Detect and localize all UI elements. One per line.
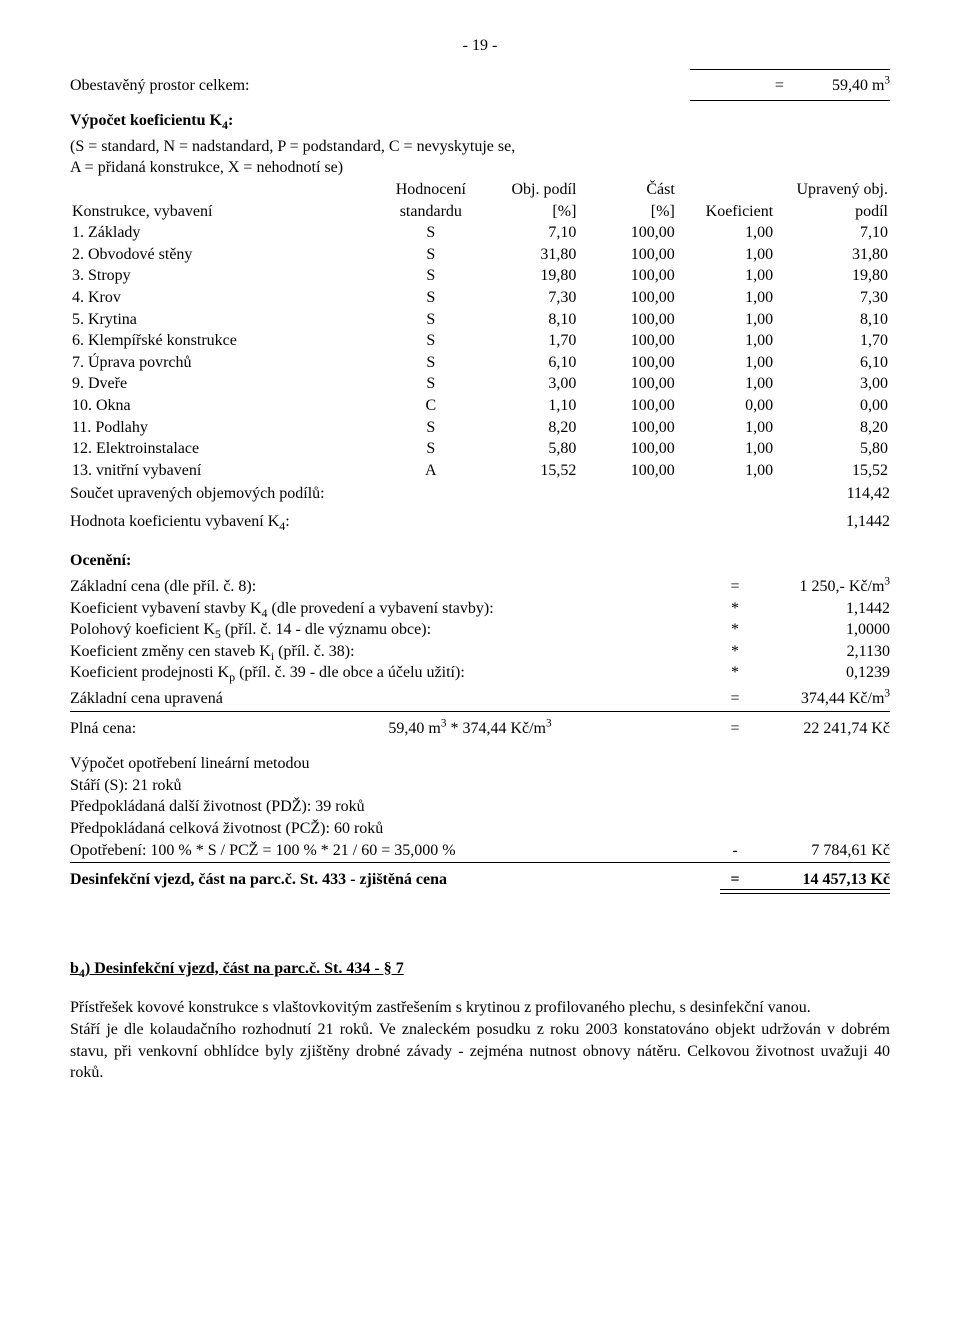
table-row: 6. Klempířské konstrukceS1,70100,001,001… xyxy=(70,330,890,352)
section-b4-para2: Stáří je dle kolaudačního rozhodnutí 21 … xyxy=(70,1019,890,1084)
obestaveny-total-row: Obestavěný prostor celkem: = 59,40 m3 xyxy=(70,75,890,97)
calc-row: Koeficient prodejnosti Kp (příl. č. 39 -… xyxy=(70,662,890,684)
table-row: 7. Úprava povrchůS6,10100,001,006,10 xyxy=(70,352,890,374)
legend-line-1: (S = standard, N = nadstandard, P = pods… xyxy=(70,136,890,158)
calc-row: Koeficient vybavení stavby K4 (dle prove… xyxy=(70,598,890,620)
opotrebeni-line: Předpokládaná celková životnost (PCŽ): 6… xyxy=(70,818,890,840)
opotrebeni-calc-row: Opotřebení: 100 % * S / PCŽ = 100 % * 21… xyxy=(70,840,890,864)
calc-row: Koeficient změny cen staveb Ki (příl. č.… xyxy=(70,641,890,663)
obestaveny-value: 59,40 m3 xyxy=(832,75,890,97)
table-row: 4. KrovS7,30100,001,007,30 xyxy=(70,287,890,309)
oceneni-heading: Ocenění: xyxy=(70,550,890,572)
section-b4-heading: b4) Desinfekční vjezd, část na parc.č. S… xyxy=(70,958,890,980)
zakladni-upravena-row: Základní cena upravená = 374,44 Kč/m3 xyxy=(70,688,890,712)
soucet-row: Součet upravených objemových podílů: 114… xyxy=(70,483,890,505)
hodnota-k4-row: Hodnota koeficientu vybavení K4: 1,1442 xyxy=(70,511,890,533)
table-header-row: Konstrukce, vybavení Hodnocenístandardu … xyxy=(70,179,890,222)
obestaveny-label: Obestavěný prostor celkem: xyxy=(70,75,250,97)
table-row: 5. KrytinaS8,10100,001,008,10 xyxy=(70,309,890,331)
koeficient-table: Konstrukce, vybavení Hodnocenístandardu … xyxy=(70,179,890,481)
obestaveny-op: = xyxy=(775,75,784,97)
opotrebeni-line: Stáří (S): 21 roků xyxy=(70,775,890,797)
table-row: 2. Obvodové stěnyS31,80100,001,0031,80 xyxy=(70,244,890,266)
table-row: 9. DveřeS3,00100,001,003,00 xyxy=(70,373,890,395)
vypocet-heading: Výpočet koeficientu K4: xyxy=(70,110,890,132)
table-row: 3. StropyS19,80100,001,0019,80 xyxy=(70,265,890,287)
table-row: 10. OknaC1,10100,000,000,00 xyxy=(70,395,890,417)
table-row: 12. ElektroinstalaceS5,80100,001,005,80 xyxy=(70,438,890,460)
page-number: - 19 - xyxy=(70,35,890,57)
calc-row: Polohový koeficient K5 (příl. č. 14 - dl… xyxy=(70,619,890,641)
opotrebeni-line: Předpokládaná další životnost (PDŽ): 39 … xyxy=(70,796,890,818)
final-result-row: Desinfekční vjezd, část na parc.č. St. 4… xyxy=(70,869,890,894)
table-row: 13. vnitřní vybaveníA15,52100,001,0015,5… xyxy=(70,460,890,482)
opotrebeni-heading: Výpočet opotřebení lineární metodou xyxy=(70,753,890,775)
table-row: 11. PodlahyS8,20100,001,008,20 xyxy=(70,417,890,439)
legend-line-2: A = přidaná konstrukce, X = nehodnotí se… xyxy=(70,157,890,179)
table-row: 1. ZákladyS7,10100,001,007,10 xyxy=(70,222,890,244)
section-b4-para1: Přístřešek kovové konstrukce s vlaštovko… xyxy=(70,997,890,1019)
plna-cena-row: Plná cena: 59,40 m3 * 374,44 Kč/m3 = 22 … xyxy=(70,718,890,740)
calc-row: Základní cena (dle příl. č. 8):=1 250,- … xyxy=(70,576,890,598)
